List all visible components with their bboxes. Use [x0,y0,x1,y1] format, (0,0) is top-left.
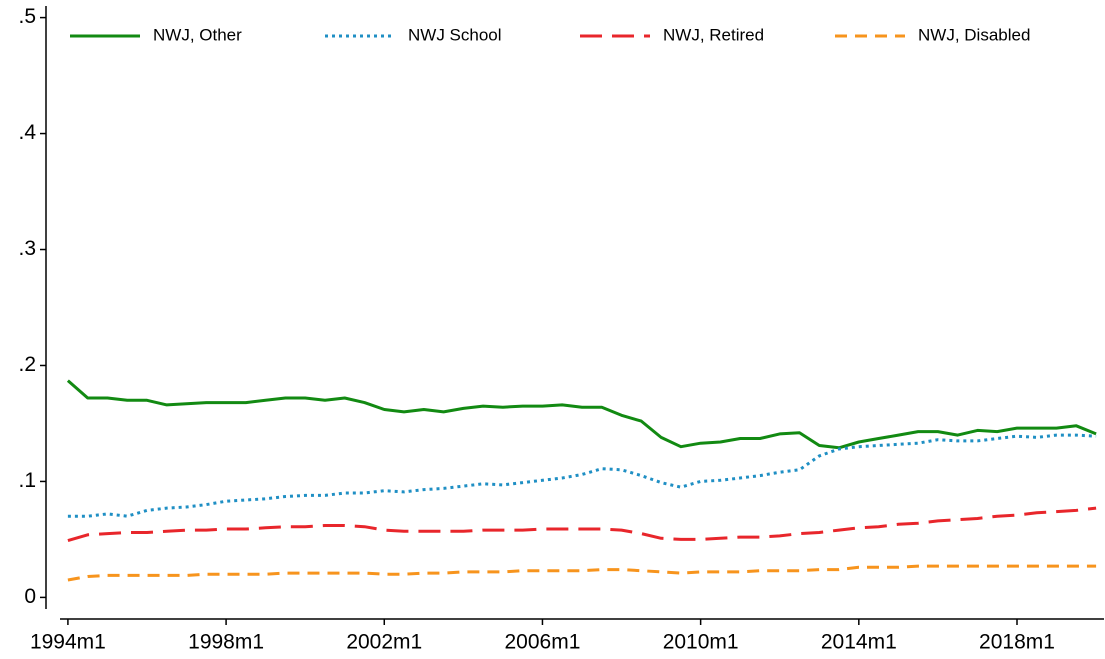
series-line [66,379,1097,450]
x-tick-label: 2014m1 [821,631,897,654]
y-tick-label: .5 [18,5,36,28]
series-line [67,506,1097,543]
x-tick-label: 1998m1 [188,631,264,654]
x-tick-label: 2006m1 [505,631,581,654]
x-tick-label: 1994m1 [30,631,106,654]
series-line [67,433,1097,518]
y-tick-label: .4 [18,121,36,144]
x-tick-label: 2010m1 [663,631,739,654]
x-tick-label: 2018m1 [979,631,1055,654]
x-tick-label: 2002m1 [346,631,422,654]
y-tick-label: .3 [18,237,36,260]
y-tick-label: .2 [18,353,36,376]
y-tick-label: .1 [18,469,36,492]
legend-label: NWJ, Other [153,25,242,44]
legend-label: NWJ School [408,25,502,44]
y-tick-label: 0 [24,585,36,608]
legend-label: NWJ, Disabled [918,25,1030,44]
legend-label: NWJ, Retired [663,25,764,44]
series-line [67,564,1097,582]
